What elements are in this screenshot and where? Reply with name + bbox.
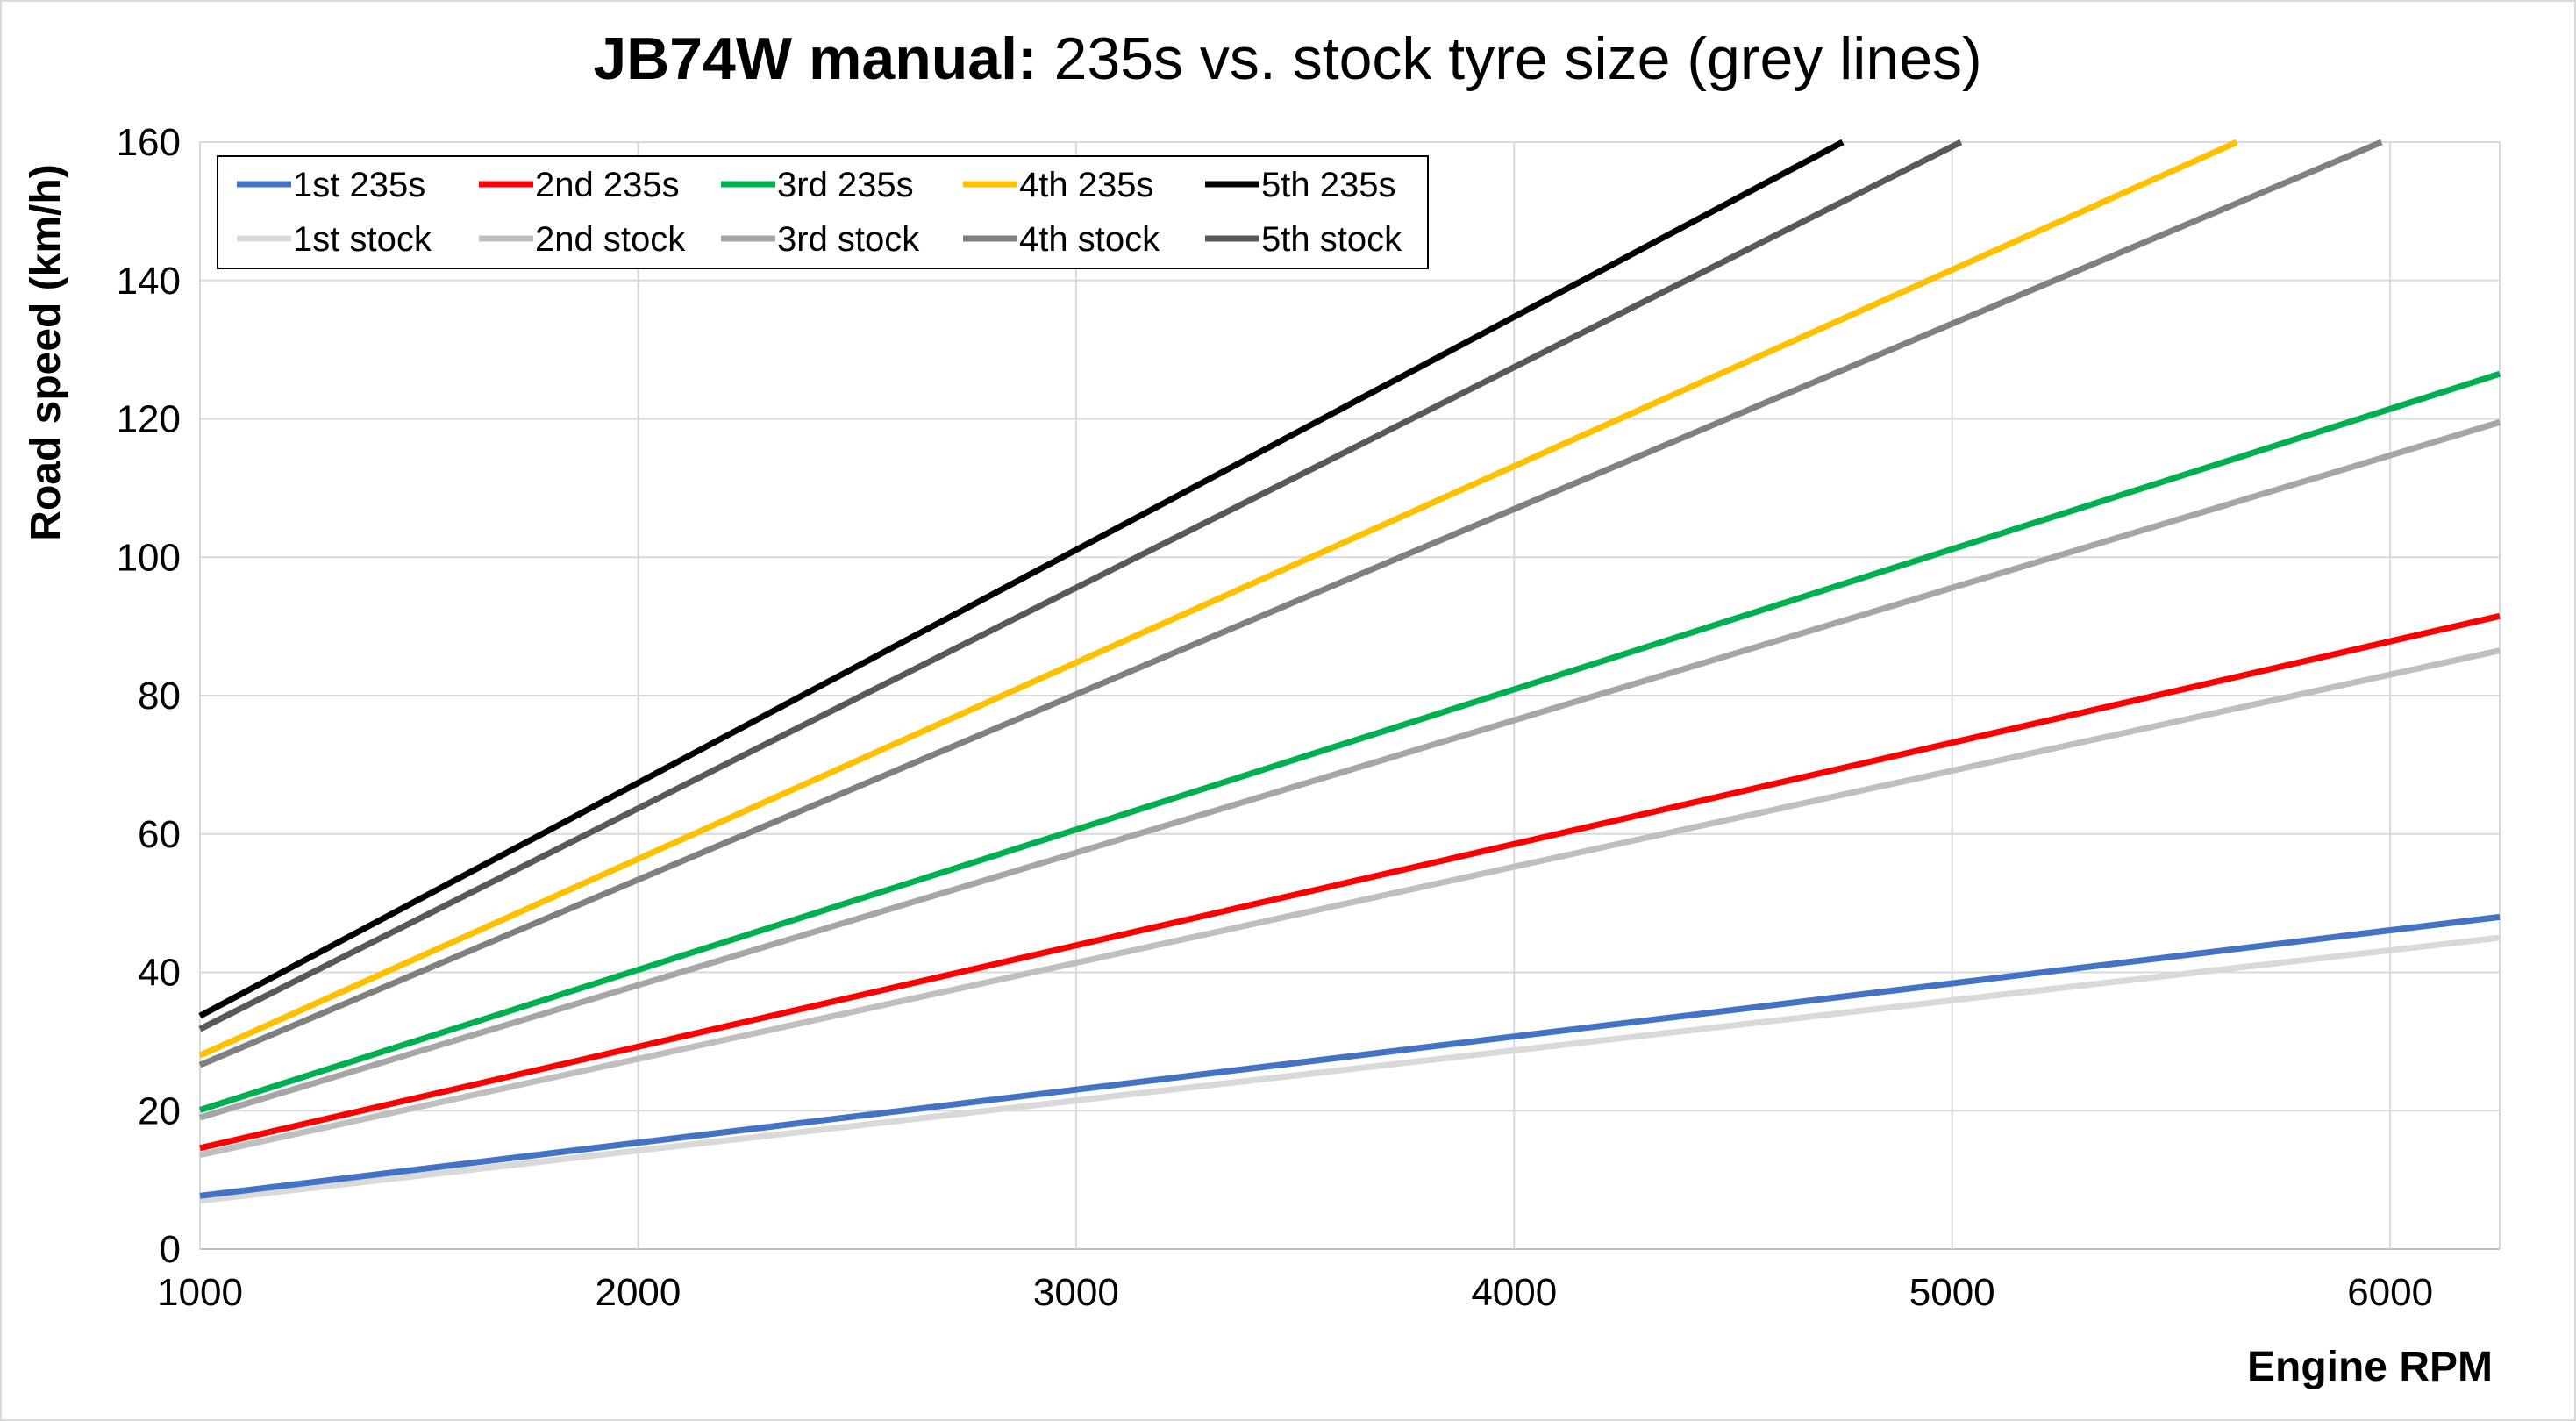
legend-label-2nd-stock: 2nd stock <box>535 220 686 259</box>
legend-label-3rd-235s: 3rd 235s <box>777 166 914 204</box>
tick-labels: 0 20 40 60 80 100 120 140 160 1000 2000 3000 4000 500… <box>117 121 2434 1314</box>
series-line-2nd-235s <box>199 612 2501 1152</box>
series-line-1st-235s <box>199 913 2501 1199</box>
legend-label-4th-stock: 4th stock <box>1019 220 1160 259</box>
x-tick-label: 1000 <box>157 1271 243 1314</box>
legend-label-1st-235s: 1st 235s <box>293 166 425 204</box>
y-tick-label: 40 <box>138 952 181 995</box>
x-tick-label: 4000 <box>1471 1271 1557 1314</box>
y-tick-label: 160 <box>117 121 181 164</box>
y-tick-label: 100 <box>117 536 181 579</box>
y-axis-title: Road speed (km/h) <box>23 164 69 540</box>
chart-title-bold: JB74W manual: <box>593 25 1037 92</box>
series-line-1st-stock <box>199 934 2501 1204</box>
legend: 1st 235s 2nd 235s 3rd 235s 4th 235s 5th 235s… <box>217 155 1429 269</box>
legend-label-2nd-235s: 2nd 235s <box>535 166 680 204</box>
y-tick-label: 20 <box>138 1089 181 1132</box>
chart-title-rest: 235s vs. stock tyre size (grey lines) <box>1038 25 1982 92</box>
y-tick-label: 140 <box>117 260 181 303</box>
legend-label-1st-stock: 1st stock <box>293 220 432 259</box>
series-line-4th-stock <box>198 139 2383 1068</box>
chart-title: JB74W manual: 235s vs. stock tyre size (… <box>593 25 1981 92</box>
y-tick-label: 120 <box>117 398 181 441</box>
legend-label-5th-235s: 5th 235s <box>1261 166 1395 204</box>
x-tick-label: 5000 <box>1909 1271 1995 1314</box>
legend-label-3rd-stock: 3rd stock <box>777 220 920 259</box>
x-tick-label: 2000 <box>595 1271 681 1314</box>
series-line-4th-235s <box>198 139 2238 1059</box>
series-line-2nd-stock <box>199 647 2501 1159</box>
series-line-5th-235s <box>198 139 1845 1019</box>
legend-label-4th-235s: 4th 235s <box>1019 166 1153 204</box>
series-line-3rd-stock <box>198 419 2501 1121</box>
legend-label-5th-stock: 5th stock <box>1261 220 1402 259</box>
x-axis-title: Engine RPM <box>2247 1344 2493 1390</box>
x-tick-label: 3000 <box>1033 1271 1119 1314</box>
y-tick-label: 80 <box>138 675 181 718</box>
x-tick-label: 6000 <box>2347 1271 2433 1314</box>
series-layer <box>198 139 2501 1204</box>
series-line-3rd-235s <box>198 370 2501 1113</box>
series-line-5th-stock <box>198 139 1963 1032</box>
y-tick-label: 60 <box>138 813 181 856</box>
legend-box <box>217 155 1429 269</box>
y-tick-label: 0 <box>160 1228 181 1271</box>
grid-layer <box>199 141 2501 1250</box>
